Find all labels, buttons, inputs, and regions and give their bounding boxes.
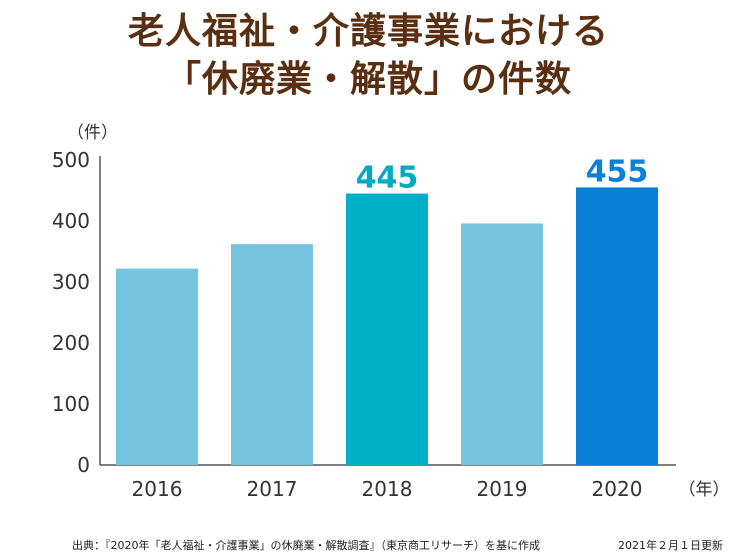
y-tick-label: 100	[52, 392, 90, 416]
bar-2018	[346, 193, 428, 466]
x-tick-label: 2019	[477, 477, 528, 501]
y-tick-label: 300	[52, 270, 90, 294]
chart-labels: 2016 2017 2018 445 2019 2020 455 （年）	[132, 154, 730, 501]
y-tick-label: 400	[52, 209, 90, 233]
y-tick-label: 500	[52, 148, 90, 172]
updated-date: 2021年２月１日更新	[618, 539, 723, 552]
chart-title-line2: 「休廃業・解散」の件数	[164, 59, 572, 100]
x-axis-unit: （年）	[679, 480, 730, 500]
x-tick-label: 2017	[247, 477, 298, 501]
bar-2016	[116, 268, 198, 465]
source-note: 出典：『2020年「老人福祉・介護事業」の休廃業・解散調査』（東京商工リサーチ）…	[72, 539, 540, 552]
y-tick-label: 200	[52, 331, 90, 355]
data-label-2020: 455	[586, 154, 649, 189]
chart-axes: 0 100 200 300 400 500 （件）	[52, 123, 676, 477]
x-tick-label: 2016	[132, 477, 183, 501]
x-tick-label: 2020	[592, 477, 643, 501]
data-label-2018: 445	[356, 161, 419, 196]
chart-title-line1: 老人福祉・介護事業における	[127, 11, 609, 52]
x-tick-label: 2018	[362, 477, 413, 501]
bar-2017	[231, 244, 313, 465]
y-axis-unit: （件）	[67, 123, 118, 143]
chart-bars	[116, 187, 658, 466]
bar-2019	[461, 223, 543, 465]
y-tick-label: 0	[77, 453, 90, 477]
bar-2020	[576, 187, 658, 465]
